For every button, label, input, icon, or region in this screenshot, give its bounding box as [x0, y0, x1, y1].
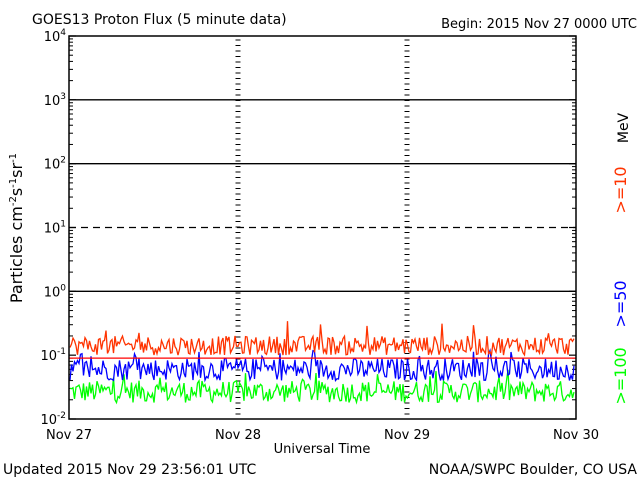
y-axis-label: Particles cm-2s-1sr-1: [7, 153, 26, 303]
begin-label: Begin: 2015 Nov 27 0000 UTC: [441, 17, 637, 32]
x-tick-label: Nov 29: [384, 428, 430, 443]
y-tick-label: 102: [44, 156, 66, 173]
y-tick-label: 10-2: [40, 411, 66, 428]
series-line: [69, 369, 575, 405]
chart-title: GOES13 Proton Flux (5 minute data): [32, 12, 287, 28]
series-layer: [69, 321, 575, 405]
updated-text: Updated 2015 Nov 29 23:56:01 UTC: [3, 462, 256, 478]
x-tick-label: Nov 28: [215, 428, 261, 443]
legend-item: >=10: [611, 166, 630, 213]
x-tick-label: Nov 30: [553, 428, 599, 443]
x-axis-label: Universal Time: [274, 442, 371, 457]
x-tick-labels: Nov 27 Nov 28 Nov 29 Nov 30: [46, 428, 599, 443]
plot-frame: [68, 35, 577, 420]
source-text: NOAA/SWPC Boulder, CO USA: [429, 462, 638, 478]
series-line: [69, 348, 575, 383]
y-tick-label: 100: [44, 283, 67, 300]
y-tick-label: 103: [44, 92, 66, 109]
threshold-lines: [69, 99, 576, 292]
legend-item: >=50: [611, 280, 630, 327]
y-tick-label: 101: [44, 220, 66, 237]
y-tick-label: 104: [44, 28, 67, 45]
y-tick-label: 10-1: [40, 347, 66, 364]
x-tick-label: Nov 27: [46, 428, 92, 443]
series-line: [69, 321, 575, 357]
legend: >=10 >=50 >=100: [611, 166, 630, 404]
unit-label: MeV: [616, 112, 632, 143]
legend-item: >=100: [611, 347, 630, 404]
